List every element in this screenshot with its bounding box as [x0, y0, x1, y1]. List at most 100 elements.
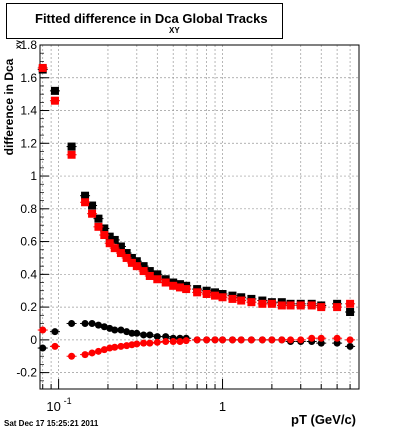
data-point-square: [202, 289, 211, 298]
data-point-circle: [247, 336, 255, 344]
data-point-square: [139, 262, 148, 271]
data-point-square: [169, 281, 178, 290]
data-point-square: [145, 271, 154, 280]
data-point-circle: [153, 333, 161, 341]
data-point-square: [100, 231, 109, 240]
data-point-square: [267, 299, 276, 308]
data-point-circle: [162, 337, 170, 345]
data-point-circle: [94, 321, 102, 329]
data-point-square: [296, 301, 305, 310]
data-point-square: [258, 299, 267, 308]
data-point-square: [81, 191, 90, 200]
data-point-square: [122, 253, 131, 262]
data-point-circle: [88, 319, 96, 327]
data-point-circle: [237, 336, 245, 344]
data-point-circle: [333, 334, 341, 342]
data-point-square: [38, 63, 47, 72]
data-point-square: [161, 278, 170, 287]
y-tick-label: 1: [30, 169, 37, 183]
data-point-square: [307, 301, 316, 310]
data-point-circle: [308, 334, 316, 342]
data-point-square: [50, 86, 59, 95]
x-axis-label: pT (GeV/c): [291, 412, 357, 427]
y-axis-label-subscript: xy: [13, 40, 23, 49]
data-point-square: [127, 253, 136, 262]
data-point-circle: [133, 329, 141, 337]
y-tick-label: 0.2: [20, 300, 37, 314]
data-marks: [37, 63, 356, 360]
data-point-circle: [39, 344, 47, 352]
data-point-circle: [39, 326, 47, 334]
data-point-circle: [287, 336, 295, 344]
data-point-square: [211, 291, 220, 300]
data-point-circle: [146, 339, 154, 347]
data-point-square: [317, 303, 326, 312]
data-point-square: [139, 267, 148, 276]
data-point-square: [105, 239, 114, 248]
data-point-square: [88, 209, 97, 218]
grid-lines: [40, 44, 359, 389]
data-point-square: [105, 232, 114, 241]
data-point-circle: [68, 352, 76, 360]
data-point-square: [277, 301, 286, 310]
data-point-circle: [51, 328, 59, 336]
data-point-square: [286, 301, 295, 310]
data-point-circle: [333, 339, 341, 347]
data-point-square: [182, 285, 191, 294]
data-point-circle: [111, 326, 119, 334]
data-point-square: [153, 270, 162, 279]
data-point-circle: [203, 336, 211, 344]
data-point-square: [237, 296, 246, 305]
data-point-circle: [176, 337, 184, 345]
data-point-square: [50, 96, 59, 105]
data-point-square: [346, 299, 355, 308]
data-point-square: [110, 244, 119, 253]
title-box: Fitted difference in Dca Global Tracks X…: [6, 3, 283, 39]
data-point-circle: [211, 336, 219, 344]
data-point-circle: [88, 349, 96, 357]
data-point-circle: [193, 336, 201, 344]
y-tick-label: 0: [30, 333, 37, 347]
data-point-circle: [317, 334, 325, 342]
data-point-circle: [182, 337, 190, 345]
data-point-circle: [94, 347, 102, 355]
y-tick-labels: -0.2 0 0.2 0.4 0.6 0.8 1 1.2 1.4 1.6 1.8: [16, 38, 37, 380]
data-point-circle: [153, 338, 161, 346]
data-point-square: [88, 201, 97, 210]
data-point-circle: [117, 342, 125, 350]
data-point-square: [175, 283, 184, 292]
data-point-circle: [297, 336, 305, 344]
data-point-square: [132, 262, 141, 271]
data-point-square: [110, 235, 119, 244]
data-point-circle: [81, 319, 89, 327]
y-tick-label: 0.8: [20, 202, 37, 216]
y-tick-label: 1.6: [20, 71, 37, 85]
y-tick-label: 1.2: [20, 136, 37, 150]
data-point-square: [153, 275, 162, 284]
y-tick-label: 0.4: [20, 267, 37, 281]
data-point-circle: [219, 336, 227, 344]
y-tick-label: 0.6: [20, 235, 37, 249]
data-point-circle: [346, 342, 354, 350]
data-point-square: [81, 198, 90, 207]
data-point-square: [218, 293, 227, 302]
data-point-circle: [111, 343, 119, 351]
data-point-circle: [278, 336, 286, 344]
data-point-square: [346, 308, 355, 317]
data-point-circle: [123, 342, 131, 350]
data-point-square: [228, 294, 237, 303]
y-tick-label: -0.2: [16, 366, 37, 380]
y-tick-label: 1.4: [20, 104, 37, 118]
x-tick-label: 1: [219, 399, 226, 414]
data-point-circle: [268, 336, 276, 344]
data-point-circle: [228, 336, 236, 344]
data-point-square: [333, 303, 342, 312]
data-point-square: [116, 242, 125, 251]
data-point-circle: [258, 336, 266, 344]
data-point-square: [145, 267, 154, 276]
data-point-circle: [317, 339, 325, 347]
data-point-square: [132, 257, 141, 266]
y-tick-label: 1.8: [20, 38, 37, 52]
x-tick-labels: 10 -1 1: [46, 396, 226, 414]
